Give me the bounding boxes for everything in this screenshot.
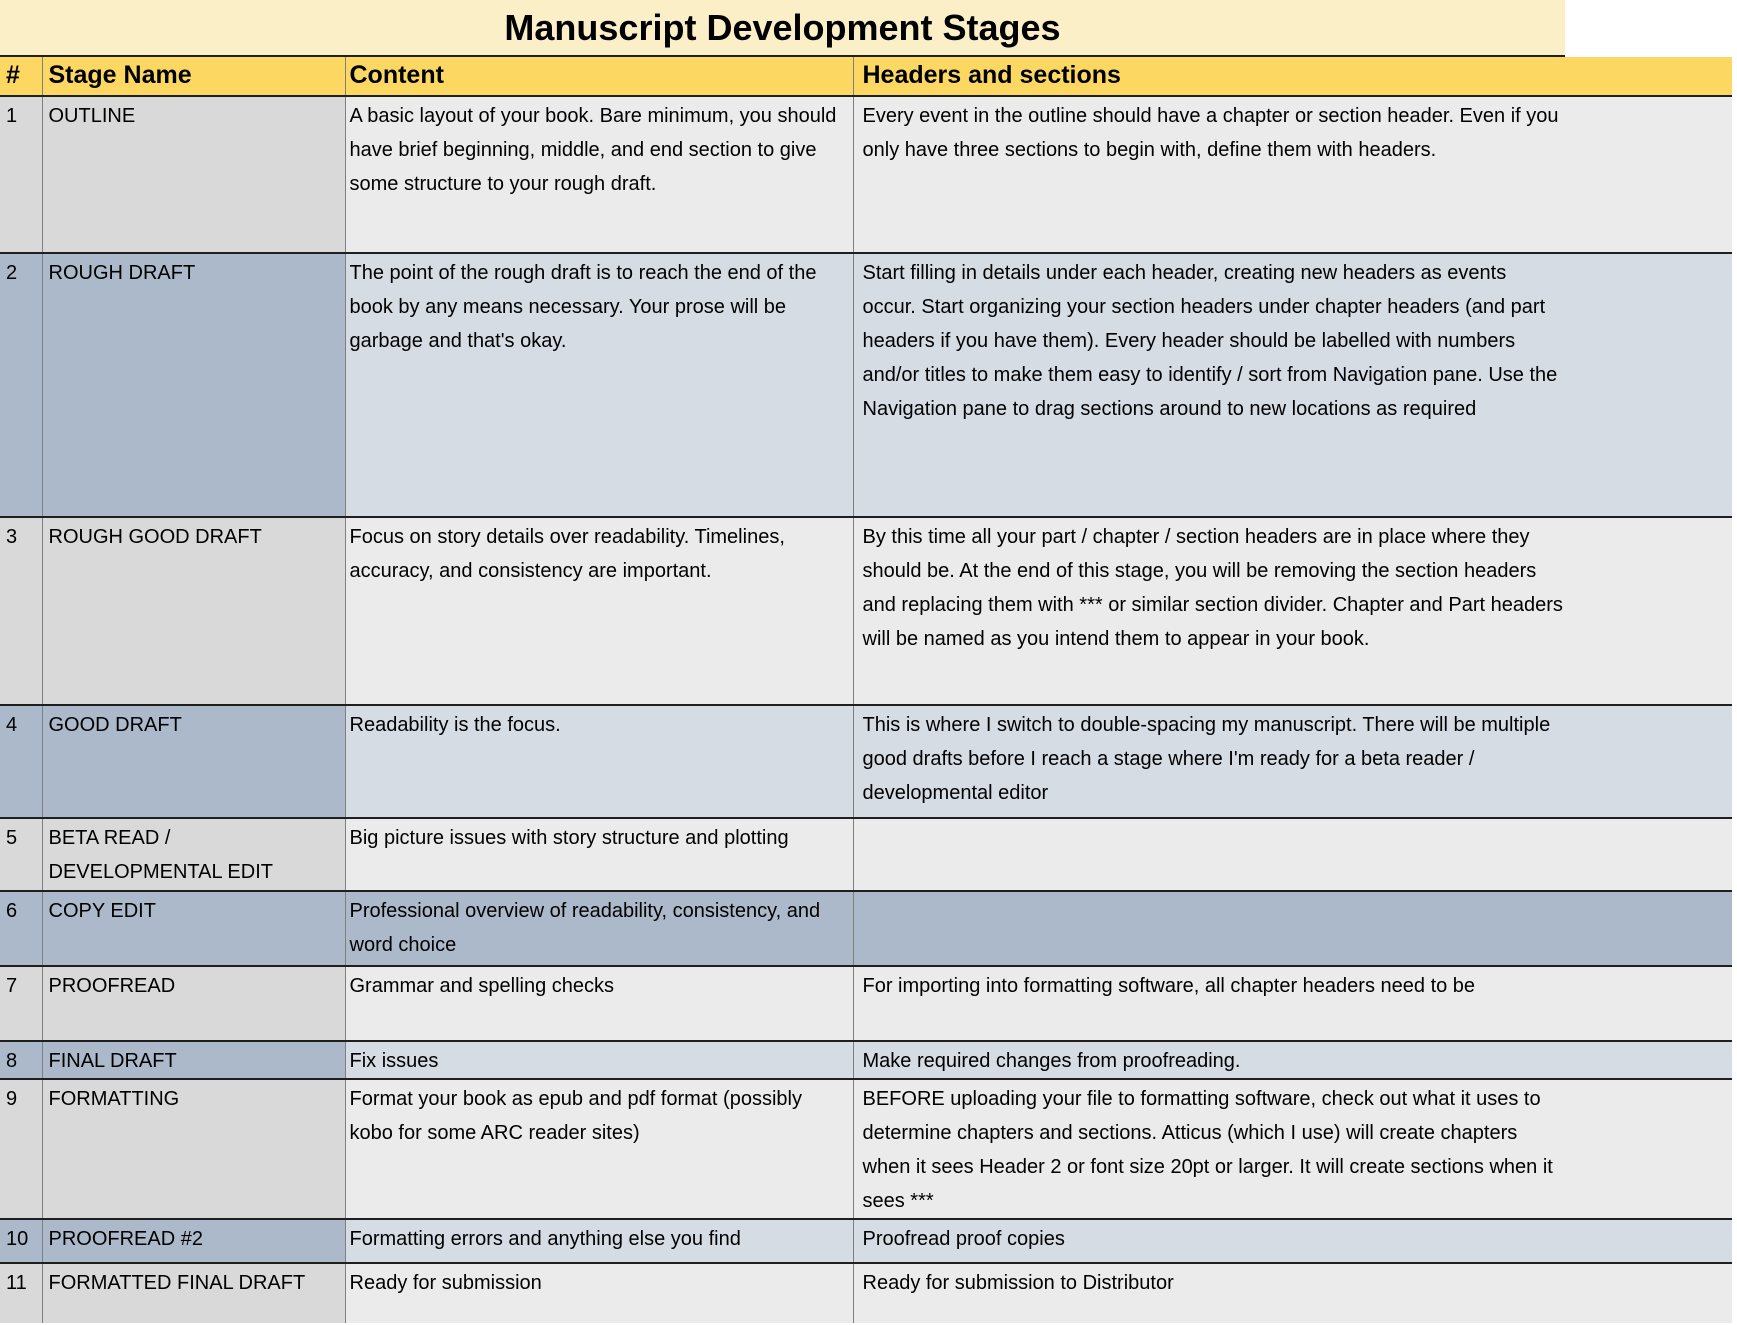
cell-stage-row-7[interactable]: PROOFREAD: [42, 966, 346, 1041]
stage-row-11: 11 FORMATTED FINAL DRAFT Ready for submiss…: [0, 1263, 1732, 1323]
cell-stage-row-6[interactable]: COPY EDIT: [42, 891, 346, 966]
cell-num-row-11[interactable]: 11: [0, 1263, 43, 1323]
stage-row-9: 9 FORMATTING Format your book as epub and …: [0, 1079, 1732, 1219]
cell-num-row-4[interactable]: 4: [0, 705, 43, 818]
cell-headers-row-10[interactable]: Proofread proof copies: [853, 1219, 1732, 1263]
cell-headers-row-8[interactable]: Make required changes from proofreading.: [853, 1041, 1732, 1079]
cell-stage-row-8[interactable]: FINAL DRAFT: [42, 1041, 346, 1079]
header-row: # Stage Name Content Headers and sections: [0, 57, 1732, 96]
cell-headers-row-1[interactable]: Every event in the outline should have a…: [853, 96, 1732, 253]
cell-headers-row-5[interactable]: [853, 818, 1732, 891]
stage-row-1: 1 OUTLINE A basic layout of your book. Bar…: [0, 96, 1732, 253]
cell-content-row-10[interactable]: Formatting errors and anything else you …: [345, 1219, 854, 1263]
cell-num-row-2[interactable]: 2: [0, 253, 43, 517]
cell-headers-row-4[interactable]: This is where I switch to double-spacing…: [853, 705, 1732, 818]
cell-content-row-9[interactable]: Format your book as epub and pdf format …: [345, 1079, 854, 1219]
cell-stage-row-4[interactable]: GOOD DRAFT: [42, 705, 346, 818]
cell-content-row-1[interactable]: A basic layout of your book. Bare minimu…: [345, 96, 854, 253]
column-header-headers: Headers and sections: [862, 60, 1121, 89]
cell-num-row-7[interactable]: 7: [0, 966, 43, 1041]
cell-num-row-3[interactable]: 3: [0, 517, 43, 705]
cell-stage-row-11[interactable]: FORMATTED FINAL DRAFT: [42, 1263, 346, 1323]
stages-table: # Stage Name Content Headers and sections 1…: [0, 57, 1732, 1323]
cell-content-row-2[interactable]: The point of the rough draft is to reach…: [345, 253, 854, 517]
cell-content-row-8[interactable]: Fix issues: [345, 1041, 854, 1079]
cell-num-row-5[interactable]: 5: [0, 818, 43, 891]
cell-stage-row-3[interactable]: ROUGH GOOD DRAFT: [42, 517, 346, 705]
cell-headers-row-3[interactable]: By this time all your part / chapter / s…: [853, 517, 1732, 705]
stage-row-4: 4 GOOD DRAFT Readability is the focus. This…: [0, 705, 1732, 818]
column-header-stage: Stage Name: [42, 57, 346, 96]
cell-headers-row-9[interactable]: BEFORE uploading your file to formatting…: [853, 1079, 1732, 1219]
stage-row-7: 7 PROOFREAD Grammar and spelling checks For…: [0, 966, 1732, 1041]
cell-stage-row-1[interactable]: OUTLINE: [42, 96, 346, 253]
cell-num-row-10[interactable]: 10: [0, 1219, 43, 1263]
cell-content-row-11[interactable]: Ready for submission: [345, 1263, 854, 1323]
title-bar: Manuscript Development Stages: [0, 0, 1565, 57]
table-body: 1 OUTLINE A basic layout of your book. Bar…: [0, 96, 1732, 1323]
cell-content-row-4[interactable]: Readability is the focus.: [345, 705, 854, 818]
cell-headers-row-2[interactable]: Start filling in details under each head…: [853, 253, 1732, 517]
stage-row-10: 10 PROOFREAD #2 Formatting errors and anyt…: [0, 1219, 1732, 1263]
cell-headers-row-7[interactable]: For importing into formatting software, …: [853, 966, 1732, 1041]
stage-row-2: 2 ROUGH DRAFT The point of the rough draft…: [0, 253, 1732, 517]
cell-stage-row-9[interactable]: FORMATTING: [42, 1079, 346, 1219]
cell-stage-row-10[interactable]: PROOFREAD #2: [42, 1219, 346, 1263]
stage-row-5: 5 BETA READ / DEVELOPMENTAL EDIT Big pictu…: [0, 818, 1732, 891]
cell-content-row-7[interactable]: Grammar and spelling checks: [345, 966, 854, 1041]
cell-stage-row-2[interactable]: ROUGH DRAFT: [42, 253, 346, 517]
stage-row-6: 6 COPY EDIT Professional overview of reada…: [0, 891, 1732, 966]
stage-row-3: 3 ROUGH GOOD DRAFT Focus on story details …: [0, 517, 1732, 705]
stage-row-8: 8 FINAL DRAFT Fix issues Make required chan…: [0, 1041, 1732, 1079]
cell-stage-row-5[interactable]: BETA READ / DEVELOPMENTAL EDIT: [42, 818, 346, 891]
cell-num-row-9[interactable]: 9: [0, 1079, 43, 1219]
cell-headers-row-11[interactable]: Ready for submission to Distributor: [853, 1263, 1732, 1323]
cell-headers-row-6[interactable]: [853, 891, 1732, 966]
cell-content-row-3[interactable]: Focus on story details over readability.…: [345, 517, 854, 705]
cell-content-row-5[interactable]: Big picture issues with story structure …: [345, 818, 854, 891]
cell-content-row-6[interactable]: Professional overview of readability, co…: [345, 891, 854, 966]
cell-num-row-8[interactable]: 8: [0, 1041, 43, 1079]
column-header-content: Content: [345, 57, 854, 96]
cell-num-row-1[interactable]: 1: [0, 96, 43, 253]
cell-num-row-6[interactable]: 6: [0, 891, 43, 966]
column-header-num: #: [0, 57, 43, 96]
sheet-title: Manuscript Development Stages: [504, 7, 1061, 48]
